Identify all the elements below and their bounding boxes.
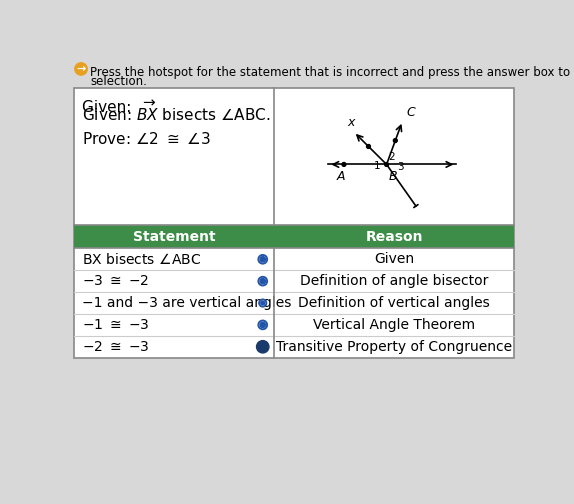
Circle shape (393, 139, 397, 143)
Circle shape (260, 322, 265, 328)
Circle shape (258, 277, 267, 286)
Text: Transitive Property of Congruence: Transitive Property of Congruence (276, 340, 513, 354)
Circle shape (258, 255, 267, 264)
Circle shape (260, 279, 265, 284)
Circle shape (258, 320, 267, 330)
Text: C: C (406, 106, 415, 119)
Text: Given: $\overrightarrow{BX}$ bisects $\angle$ABC.: Given: $\overrightarrow{BX}$ bisects $\a… (82, 100, 270, 124)
Text: Reason: Reason (366, 230, 423, 244)
Text: Prove: $\angle$2 $\cong$ $\angle$3: Prove: $\angle$2 $\cong$ $\angle$3 (82, 131, 211, 147)
Circle shape (260, 257, 265, 262)
Circle shape (257, 341, 269, 353)
Text: →: → (76, 64, 86, 74)
FancyBboxPatch shape (74, 88, 514, 358)
Text: 3: 3 (397, 162, 404, 172)
Circle shape (367, 145, 370, 148)
Text: Definition of angle bisector: Definition of angle bisector (300, 274, 488, 288)
Text: 1: 1 (374, 161, 381, 171)
Text: B: B (389, 170, 398, 183)
Text: Given:: Given: (82, 100, 136, 115)
Circle shape (260, 279, 265, 284)
Circle shape (259, 299, 266, 307)
Text: −1 and −3 are vertical angles: −1 and −3 are vertical angles (82, 296, 291, 310)
Circle shape (261, 301, 265, 305)
FancyBboxPatch shape (74, 225, 274, 248)
Text: selection.: selection. (90, 75, 147, 88)
Text: Definition of vertical angles: Definition of vertical angles (298, 296, 490, 310)
Text: BX bisects $\angle$ABC: BX bisects $\angle$ABC (82, 252, 201, 267)
Circle shape (75, 63, 87, 75)
Circle shape (261, 301, 265, 305)
Circle shape (260, 257, 265, 262)
Circle shape (385, 162, 389, 166)
Circle shape (342, 162, 346, 166)
Text: −3 $\cong$ −2: −3 $\cong$ −2 (82, 274, 149, 288)
Text: −2 $\cong$ −3: −2 $\cong$ −3 (82, 340, 149, 354)
Text: A: A (336, 170, 345, 183)
Text: Statement: Statement (133, 230, 215, 244)
Text: x: x (347, 116, 354, 129)
Circle shape (260, 322, 265, 328)
Text: Given: Given (374, 253, 414, 266)
Text: Press the hotspot for the statement that is incorrect and press the answer box t: Press the hotspot for the statement that… (90, 66, 574, 79)
Text: 2: 2 (388, 152, 394, 162)
Text: Vertical Angle Theorem: Vertical Angle Theorem (313, 318, 475, 332)
FancyBboxPatch shape (274, 225, 514, 248)
Text: −1 $\cong$ −3: −1 $\cong$ −3 (82, 318, 149, 332)
